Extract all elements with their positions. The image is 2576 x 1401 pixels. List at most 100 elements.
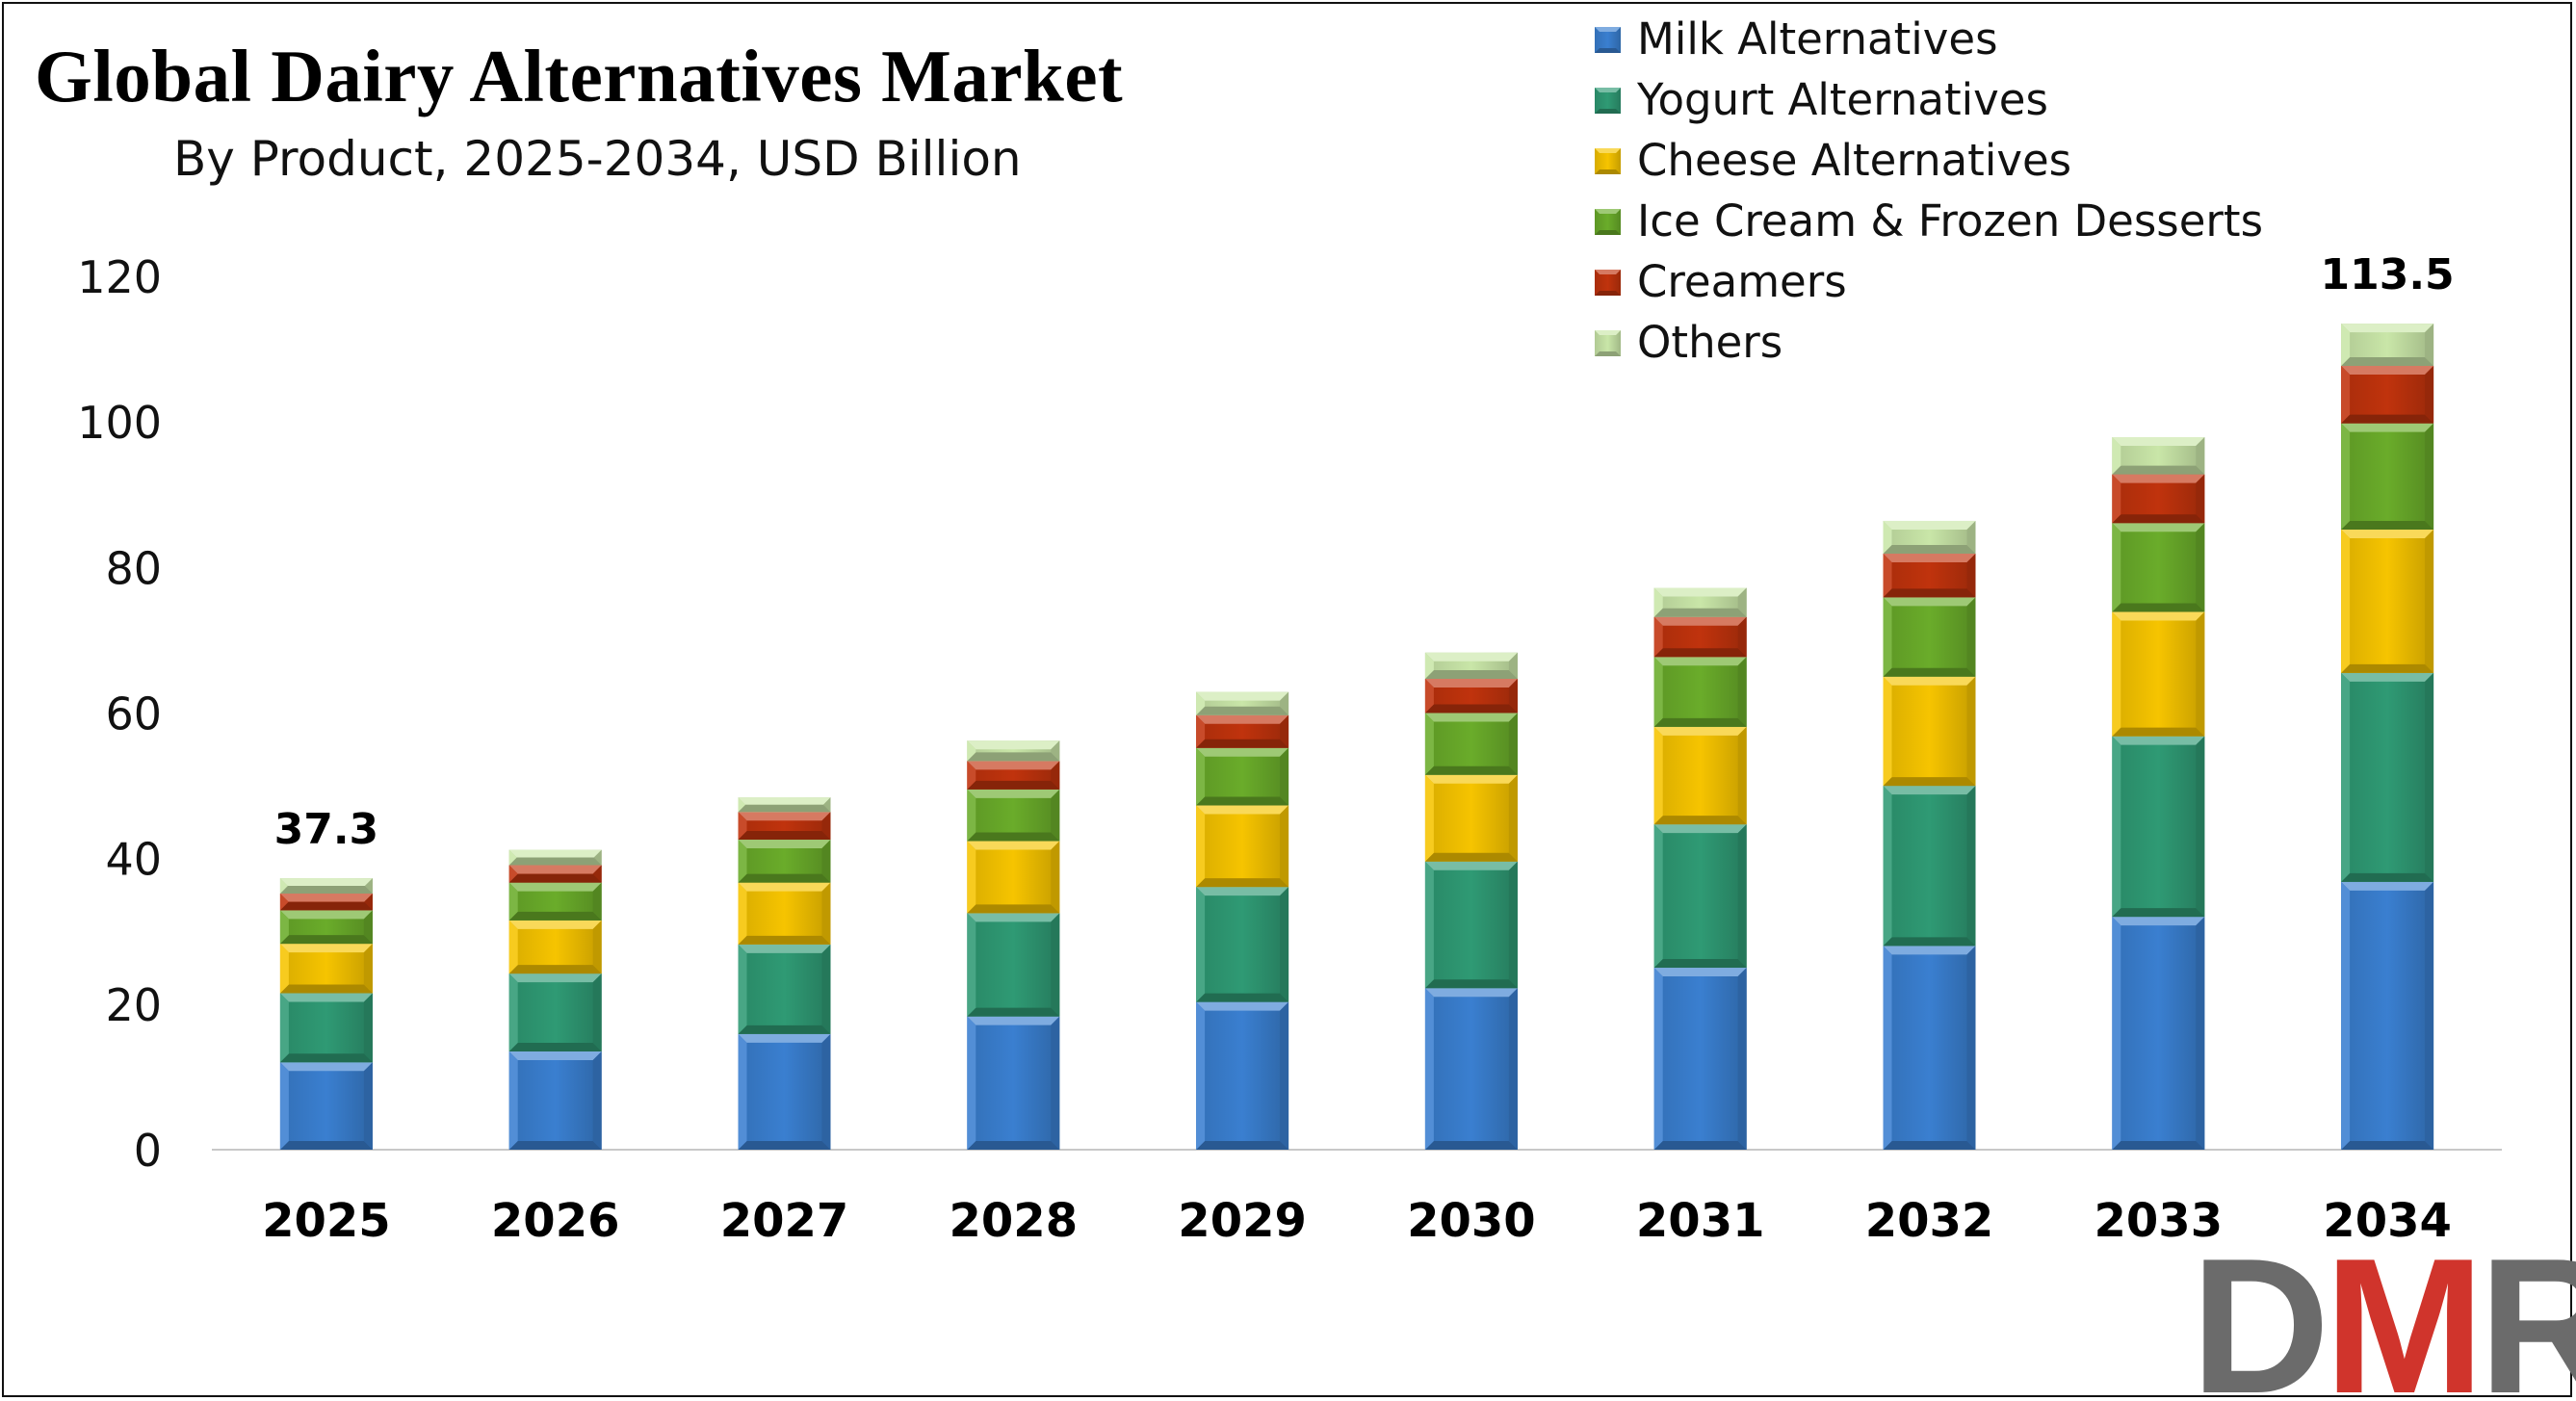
bar-bevel-top [967,841,1060,850]
bar-bevel-left [738,882,747,945]
bar-bevel-top [1653,968,1747,977]
bar-bevel-right [1508,713,1518,775]
bar-bevel-bottom [508,965,602,974]
x-tick-label-2029: 2029 [1178,1194,1307,1248]
bar-cheese-alternatives-2027 [738,882,831,945]
bar-bevel-bottom [2341,521,2434,531]
bar-segment-creamers-2030 [1424,678,1518,713]
y-tick-label: 40 [105,834,162,886]
bar-bevel-top [738,812,831,821]
bar-bevel-bottom [1883,667,1976,677]
bar-bevel-left [1653,616,1663,658]
bar-stack-2034 [2341,324,2434,1150]
bar-bevel-bottom [2112,465,2205,475]
bar-bevel-left [1424,774,1434,862]
bar-segment-cheese-alternatives-2033 [2112,611,2205,737]
legend-swatch-bevel-bottom [1595,109,1621,114]
bar-segment-creamers-2029 [1196,714,1289,748]
bar-bevel-left [1883,676,1892,787]
bar-bevel-top [508,973,602,983]
bar-segment-yogurt-alternatives-2026 [508,973,602,1051]
bar-bevel-right [1051,789,1060,842]
bar-bevel-right [592,920,602,974]
bar-bevel-bottom [2341,414,2434,424]
bar-segment-others-2028 [967,740,1060,762]
bar-bevel-top [1424,713,1518,722]
legend-label-cheese-alternatives: Cheese Alternatives [1637,135,2071,186]
bar-segment-cheese-alternatives-2028 [967,841,1060,914]
bar-bevel-top [1883,786,1976,795]
bar-ice-cream-and-frozen-desserts-2032 [1883,597,1976,677]
logo-letter: R [2479,1219,2576,1401]
bar-bevel-left [1196,1001,1206,1150]
bar-bevel-right [2425,881,2434,1150]
bar-bevel-left [1653,657,1663,727]
bar-bevel-left [2112,523,2121,612]
bar-stack-2033 [2112,437,2205,1150]
bar-stack-2028 [967,740,1060,1150]
bar-segment-others-2026 [508,849,602,866]
bar-bevel-right [2196,736,2205,918]
bar-bevel-bottom [1653,1141,1747,1150]
bar-bevel-top [1883,553,1976,562]
bar-bevel-top [967,913,1060,922]
bar-segment-ice-cream-and-frozen-desserts-2029 [1196,747,1289,806]
bar-bevel-bottom [279,901,373,911]
legend-swatch-others [1595,330,1621,356]
y-tick-label: 60 [105,688,162,740]
bar-segment-creamers-2028 [967,761,1060,790]
chart-subtitle: By Product, 2025-2034, USD Billion [173,131,1022,187]
bar-bevel-top [1653,657,1747,666]
bar-bevel-right [1508,774,1518,862]
bar-bevel-bottom [279,1141,373,1150]
bar-bevel-top [279,893,373,902]
bar-segment-ice-cream-and-frozen-desserts-2033 [2112,523,2205,612]
bar-bevel-bottom [967,904,1060,914]
bar-bevel-left [2341,530,2351,673]
bar-bevel-left [1424,713,1434,775]
bar-bevel-right [363,910,373,945]
legend-swatch-bevel-bottom [1595,291,1621,296]
bar-bevel-left [1653,726,1663,825]
bar-bevel-left [967,913,976,1017]
bar-bevel-top [1883,597,1976,607]
bar-segment-others-2025 [279,878,373,894]
bar-bevel-top [2341,881,2434,891]
legend-swatch-yogurt-alternatives [1595,88,1621,114]
bar-stack-2025 [279,878,373,1150]
bar-bevel-bottom [1424,704,1518,713]
bar-bevel-top [279,993,373,1002]
bar-bevel-left [279,910,289,945]
bar-yogurt-alternatives-2026 [508,973,602,1051]
legend-item-cheese-alternatives: Cheese Alternatives [1595,135,2071,186]
bar-yogurt-alternatives-2033 [2112,736,2205,918]
bar-bevel-bottom [1883,544,1976,554]
bar-bevel-right [1051,1016,1060,1150]
legend-item-others: Others [1595,317,1782,368]
bar-cheese-alternatives-2031 [1653,726,1747,825]
bar-stack-2031 [1653,587,1747,1150]
bar-segment-cheese-alternatives-2030 [1424,774,1518,862]
bar-bevel-bottom [2112,603,2205,612]
bar-bevel-left [1883,520,1892,554]
bar-bevel-right [1737,657,1747,727]
bar-bevel-right [1737,587,1747,617]
bar-bevel-bottom [1883,1141,1976,1150]
bar-bevel-left [1883,553,1892,598]
bar-segment-creamers-2033 [2112,474,2205,524]
bar-segment-creamers-2025 [279,893,373,911]
bar-bevel-top [1653,616,1747,626]
bar-segment-milk-alternatives-2027 [738,1033,831,1150]
bar-bevel-right [2196,474,2205,524]
bar-bevel-left [1883,786,1892,947]
bar-milk-alternatives-2031 [1653,968,1747,1150]
bar-bevel-right [592,973,602,1051]
bar-bevel-left [1196,747,1206,806]
bar-bevel-top [508,849,602,858]
bar-segment-yogurt-alternatives-2029 [1196,887,1289,1002]
bar-bevel-left [2341,324,2351,366]
bar-bevel-right [1737,726,1747,825]
bar-bevel-bottom [1196,706,1289,715]
bar-segment-milk-alternatives-2032 [1883,946,1976,1150]
bar-bevel-left [738,1033,747,1150]
